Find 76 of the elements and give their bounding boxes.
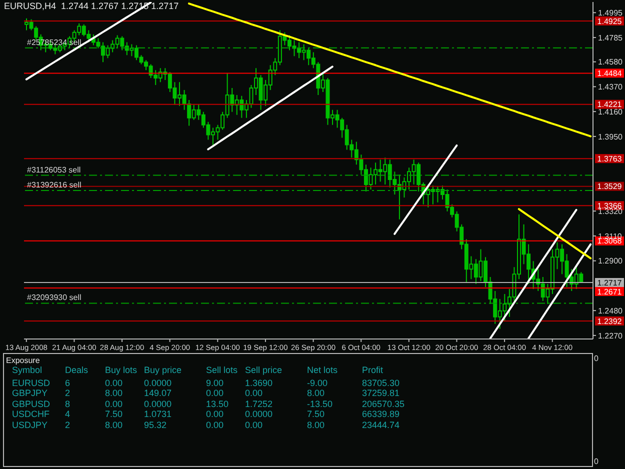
ref-line-label: 1.4484 (597, 68, 622, 78)
legend-label: Sell lots (206, 365, 238, 375)
line-series (489, 208, 578, 339)
line-series (518, 208, 592, 260)
ref-line-label: 1.4221 (597, 100, 622, 110)
data-label: 6 (65, 378, 70, 388)
y-tick-label: 1.4580 (598, 58, 624, 67)
y-tick-label: 1.4785 (598, 33, 624, 42)
data-label: 13.50 (206, 398, 229, 409)
data-label: 8.00 (105, 420, 123, 430)
data-label: 9.00 (206, 378, 224, 388)
data-label: 37259.81 (362, 388, 400, 398)
y-tick-label: 1.2900 (598, 256, 624, 266)
data-label: 8.00 (307, 388, 325, 398)
data-label: 8 (65, 398, 70, 409)
line-series (394, 144, 458, 235)
ref-line-label: 1.2671 (597, 287, 622, 296)
data-label: 8.00 (307, 420, 325, 430)
ref-line-label: #32093930 sell (27, 293, 82, 302)
data-label: 7.50 (307, 409, 325, 420)
data-label: 2 (65, 388, 70, 398)
category-label: GBPUSD (12, 398, 50, 409)
data-label: 83705.30 (362, 378, 400, 388)
line-series (527, 243, 592, 339)
data-label: 7.50 (105, 409, 123, 420)
data-label: 206570.35 (362, 398, 405, 409)
data-label: 1.7252 (245, 398, 273, 409)
category-label: USDCHF (12, 409, 50, 420)
legend-label: Deals (65, 365, 88, 375)
ref-line-label: 1.2392 (597, 316, 622, 326)
legend-label: Buy lots (105, 365, 138, 375)
text: Symbol (12, 365, 42, 375)
y-tick-label: 1.4160 (598, 107, 624, 116)
data-label: 0.00 (206, 409, 224, 420)
data-label: 1.0731 (144, 409, 172, 420)
text: Exposure (6, 356, 40, 366)
data-label: -13.50 (307, 398, 333, 409)
data-label: 149.07 (144, 388, 172, 398)
text: 0 (594, 354, 598, 364)
y-tick-label: 1.3950 (598, 132, 624, 142)
data-label: 0.00 (105, 378, 123, 388)
category-label: GBPJPY (12, 388, 48, 398)
data-label: 0.0000 (245, 409, 273, 420)
data-label: 0.00 (245, 420, 263, 430)
ref-line-label: 1.4925 (597, 16, 622, 26)
y-tick-label: 1.4995 (598, 8, 624, 18)
data-label: 0.00 (105, 398, 123, 409)
category-label: EURUSD (12, 378, 50, 388)
legend-label: Net lots (307, 365, 338, 375)
data-label: 66339.89 (362, 409, 400, 420)
legend-label: Buy price (144, 365, 182, 375)
legend-label: Profit (362, 365, 384, 375)
data-label: 2 (65, 420, 70, 430)
category-label: USDJPY (12, 420, 48, 430)
ref-line-label: 1.2717 (597, 278, 622, 288)
data-label: 23444.74 (362, 420, 400, 430)
y-tick-label: 1.4370 (598, 82, 624, 92)
data-label: -9.00 (307, 378, 328, 388)
data-label: 0.0000 (144, 398, 172, 409)
line-series (207, 66, 334, 150)
y-tick-label: 1.2480 (598, 306, 624, 316)
ref-line-label: 1.3763 (597, 154, 622, 164)
line-series (188, 2, 592, 138)
data-label: 0.0000 (144, 378, 172, 388)
legend-label: Sell price (245, 365, 282, 375)
data-label: 4 (65, 409, 70, 420)
data-label: 0.00 (206, 420, 224, 430)
data-label: 1.3690 (245, 378, 273, 388)
text: 0 (594, 457, 598, 467)
ref-line-label: 1.3529 (597, 182, 622, 192)
data-label: 8.00 (105, 388, 123, 398)
ref-line-label: #31126053 sell (27, 165, 81, 174)
data-label: 0.00 (245, 388, 263, 398)
y-tick-label: 1.2270 (598, 331, 624, 340)
data-label: 95.32 (144, 420, 167, 430)
data-label: 0.00 (206, 388, 224, 398)
